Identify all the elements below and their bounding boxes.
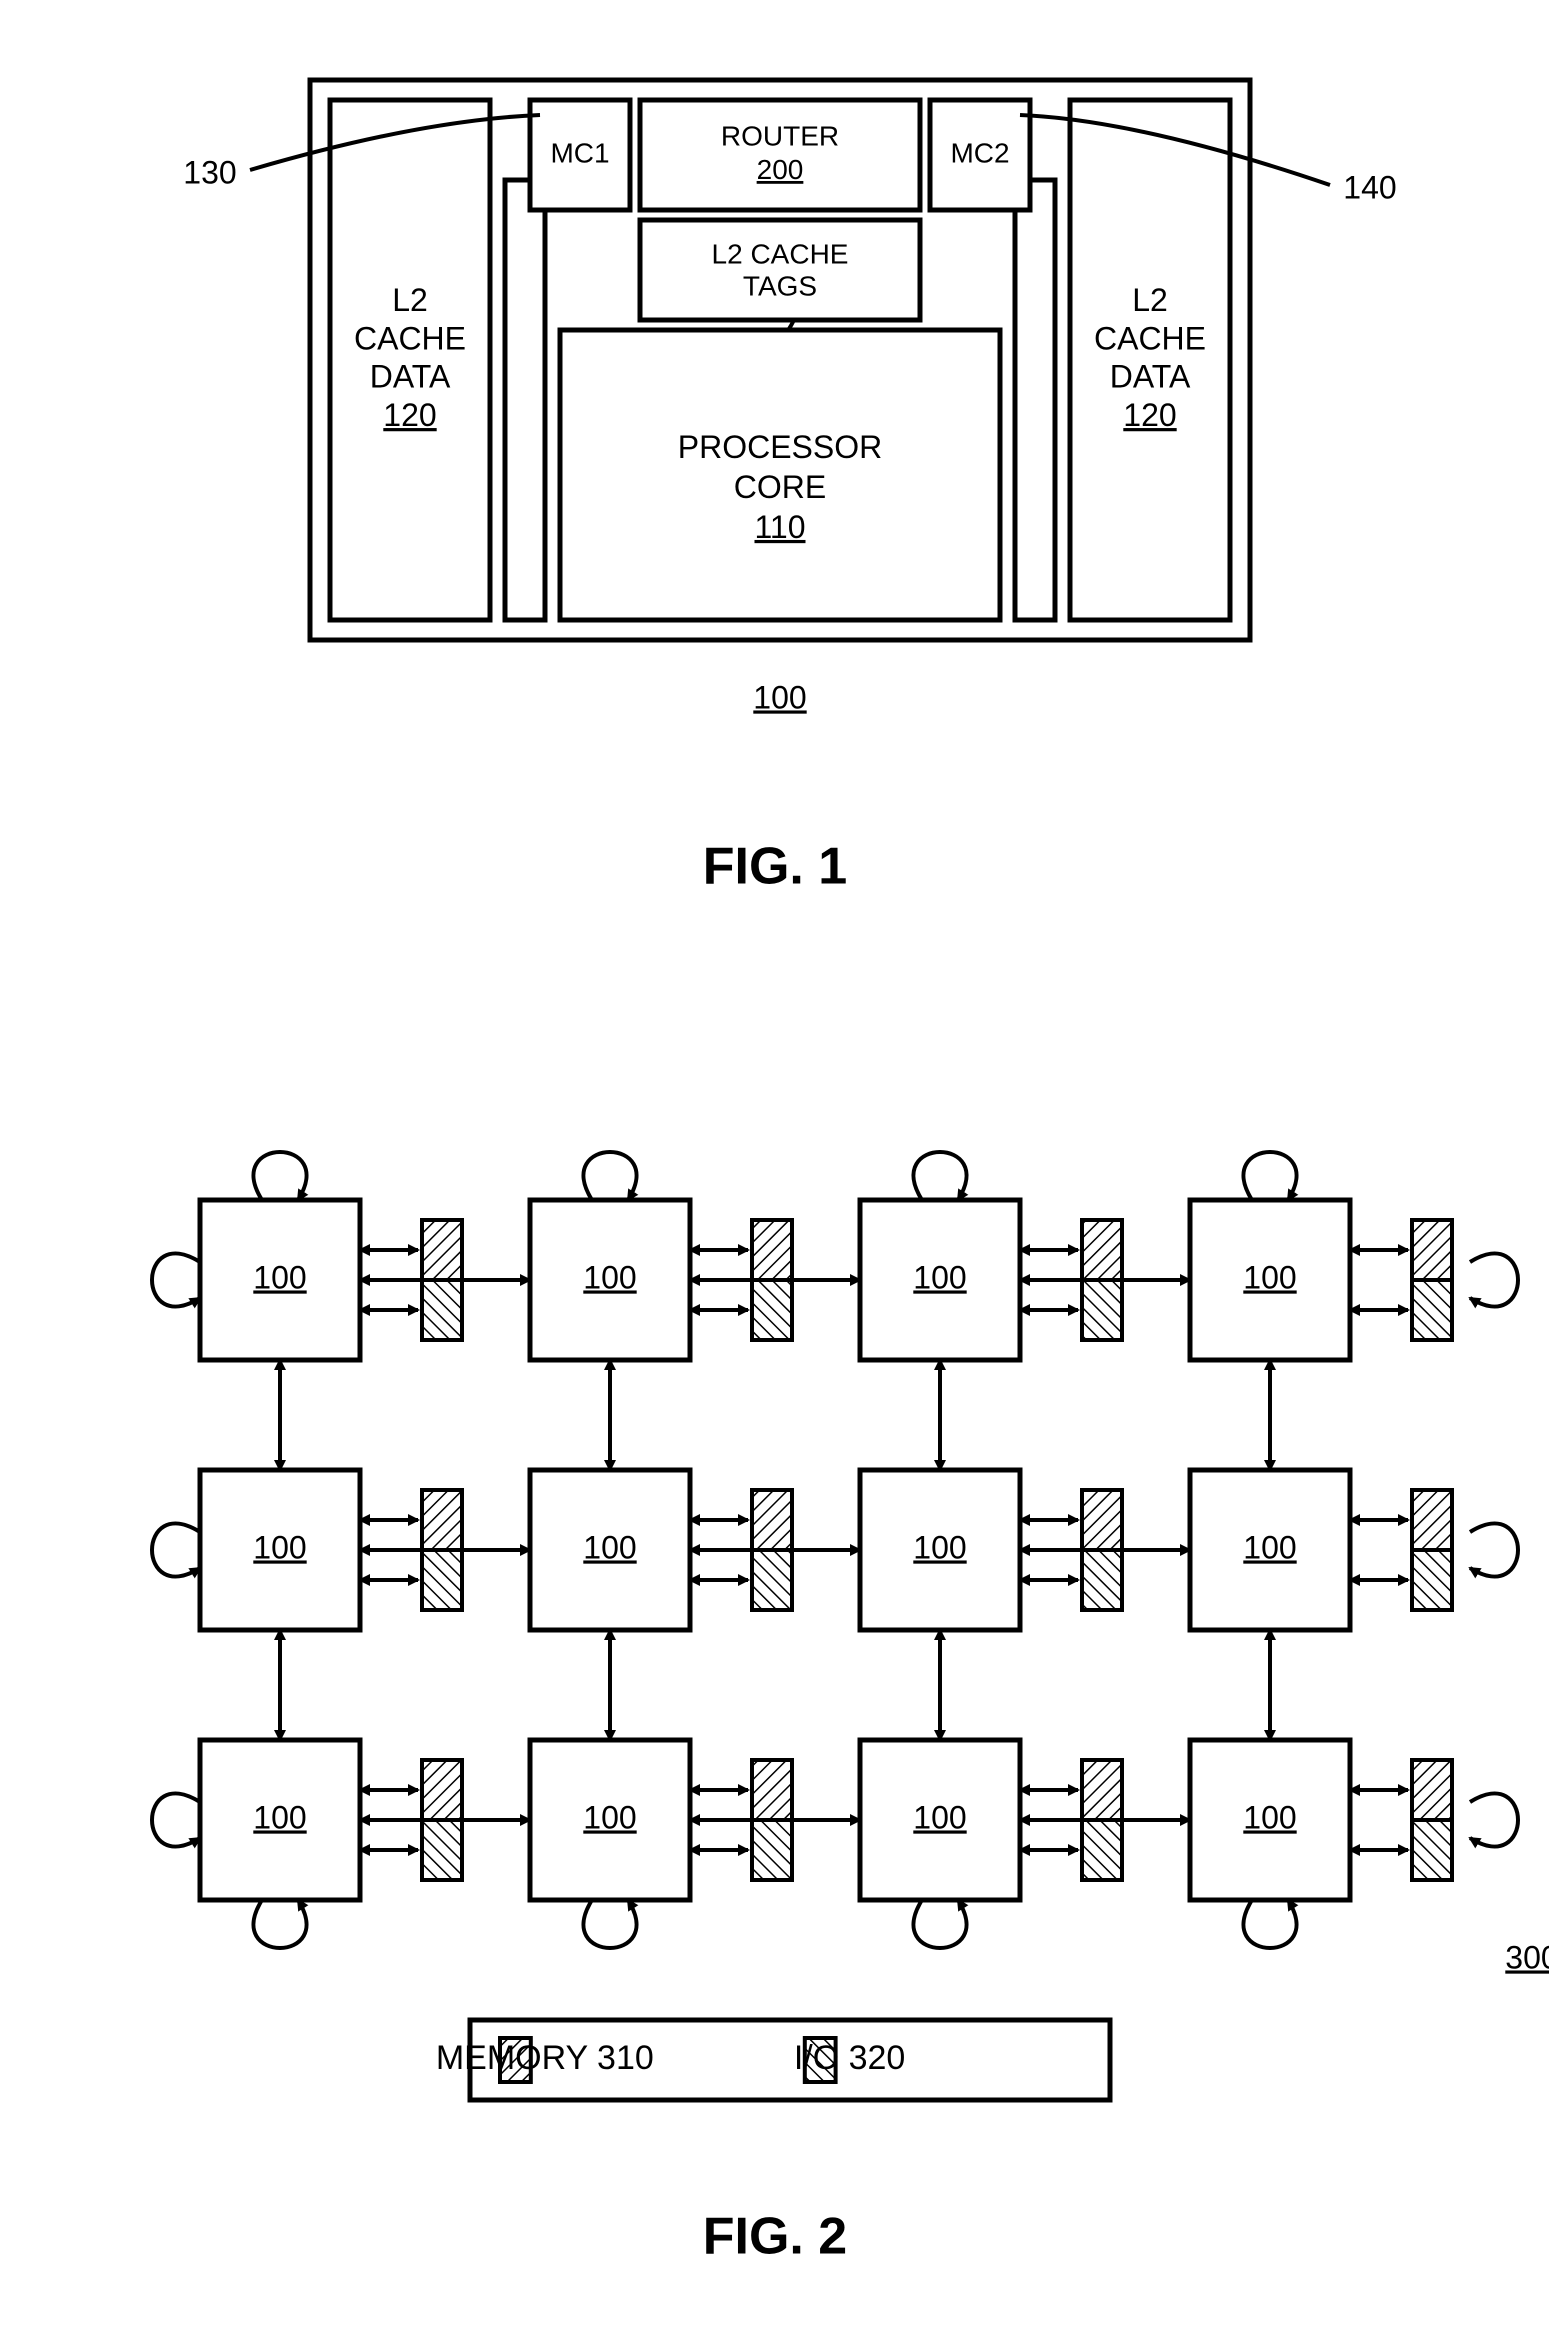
fig2-title: FIG. 2 (703, 2208, 847, 2266)
svg-text:100: 100 (1243, 1529, 1296, 1565)
svg-text:200: 200 (757, 154, 804, 185)
svg-text:MEMORY 310: MEMORY 310 (436, 2039, 654, 2077)
svg-text:100: 100 (253, 1799, 306, 1835)
svg-text:ROUTER: ROUTER (721, 120, 839, 151)
svg-text:100: 100 (913, 1799, 966, 1835)
svg-text:110: 110 (754, 509, 805, 545)
svg-text:100: 100 (253, 1529, 306, 1565)
svg-text:100: 100 (583, 1529, 636, 1565)
svg-text:120: 120 (1123, 397, 1176, 433)
page-container: L2CACHEDATA120L2CACHEDATA120MC1ROUTER200… (0, 0, 1549, 2328)
svg-text:TAGS: TAGS (743, 271, 817, 302)
svg-text:100: 100 (253, 1259, 306, 1295)
svg-text:100: 100 (913, 1259, 966, 1295)
svg-text:L2: L2 (1132, 282, 1168, 318)
svg-text:100: 100 (1243, 1799, 1296, 1835)
svg-text:L2 CACHE: L2 CACHE (712, 238, 849, 269)
svg-text:CACHE: CACHE (1094, 320, 1206, 356)
diagram-svg: L2CACHEDATA120L2CACHEDATA120MC1ROUTER200… (0, 0, 1549, 2328)
svg-text:100: 100 (753, 679, 806, 715)
svg-text:100: 100 (1243, 1259, 1296, 1295)
svg-text:100: 100 (583, 1259, 636, 1295)
svg-text:DATA: DATA (1110, 359, 1191, 395)
svg-text:MC2: MC2 (950, 137, 1009, 168)
svg-text:CORE: CORE (734, 469, 826, 505)
svg-text:100: 100 (583, 1799, 636, 1835)
svg-text:I/O 320: I/O 320 (794, 2039, 906, 2077)
svg-text:300: 300 (1505, 1939, 1549, 1975)
fig-1: L2CACHEDATA120L2CACHEDATA120MC1ROUTER200… (183, 80, 1396, 715)
fig-2: 100 100 100 100 100 100 100 100 100 100 100 100 300 M… (152, 1152, 1549, 2100)
svg-text:CACHE: CACHE (354, 320, 466, 356)
svg-text:130: 130 (183, 154, 236, 190)
svg-text:PROCESSOR: PROCESSOR (678, 429, 882, 465)
svg-text:MC1: MC1 (550, 137, 609, 168)
svg-text:120: 120 (383, 397, 436, 433)
svg-text:L2: L2 (392, 282, 428, 318)
svg-text:DATA: DATA (370, 359, 451, 395)
fig1-title: FIG. 1 (703, 838, 847, 896)
svg-text:140: 140 (1343, 169, 1396, 205)
svg-text:100: 100 (913, 1529, 966, 1565)
